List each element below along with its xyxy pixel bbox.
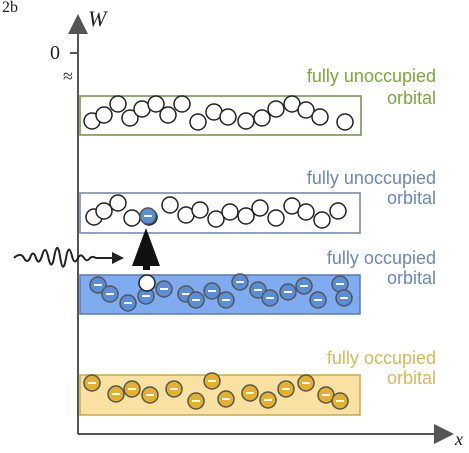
empty-state-circle: [311, 108, 329, 126]
empty-state-circle: [329, 202, 347, 220]
band-labels: fully unoccupied orbital fully unoccupie…: [307, 66, 436, 388]
empty-state-circle: [109, 194, 127, 212]
excitation-arrow: [132, 228, 160, 270]
band-label-bottom-occupied-line2: orbital: [387, 368, 436, 388]
empty-state-circle: [123, 209, 141, 227]
empty-state-circle: [219, 108, 237, 126]
axes: W 0 ≈ x: [50, 6, 463, 449]
empty-state-circle: [173, 95, 191, 113]
band-label-top-unoccupied-line2: orbital: [387, 88, 436, 108]
empty-state-circle: [147, 95, 165, 113]
empty-state-circle: [95, 106, 113, 124]
axis-break-symbol: ≈: [63, 66, 73, 86]
empty-state-circle: [253, 109, 271, 127]
band-label-bottom-occupied-line1: fully occupied: [327, 348, 436, 368]
empty-state-circle: [237, 112, 255, 130]
empty-state-circle: [95, 202, 113, 220]
empty-state-circle: [159, 106, 177, 124]
empty-state-circle: [297, 101, 315, 119]
x-axis-label: x: [454, 429, 463, 449]
empty-state-circle: [109, 95, 127, 113]
empty-state-circle: [121, 109, 139, 127]
empty-state-circle: [251, 199, 269, 217]
bands: [79, 95, 362, 416]
empty-state-circle: [237, 207, 255, 225]
band-label-mid-unoccupied-line2: orbital: [387, 188, 436, 208]
empty-state-circle: [189, 113, 207, 131]
empty-state-circle: [267, 209, 285, 227]
band-label-mid-unoccupied-line1: fully unoccupied: [307, 168, 436, 188]
empty-state-circle: [267, 100, 285, 118]
empty-state-circle: [313, 211, 331, 229]
empty-state-circle: [161, 196, 179, 214]
empty-state-circle: [191, 201, 209, 219]
band-label-mid-occupied-line2: orbital: [387, 268, 436, 288]
empty-state-circle: [221, 203, 239, 221]
hole: [138, 274, 156, 292]
photon-wave: [13, 247, 116, 268]
y-axis-label: W: [88, 6, 108, 31]
empty-state-circle: [336, 113, 354, 131]
zero-label: 0: [50, 42, 60, 64]
empty-state-circle: [207, 210, 225, 228]
photon-wave-arrow: [13, 247, 124, 268]
empty-state-circle: [297, 203, 315, 221]
excitation-arrow-head: [132, 228, 160, 266]
panel-label: 2b: [2, 0, 18, 16]
band-label-top-unoccupied-line1: fully unoccupied: [307, 66, 436, 86]
band-label-mid-occupied-line1: fully occupied: [327, 248, 436, 268]
photon-arrowhead: [112, 252, 124, 264]
electrons: [83, 95, 354, 410]
